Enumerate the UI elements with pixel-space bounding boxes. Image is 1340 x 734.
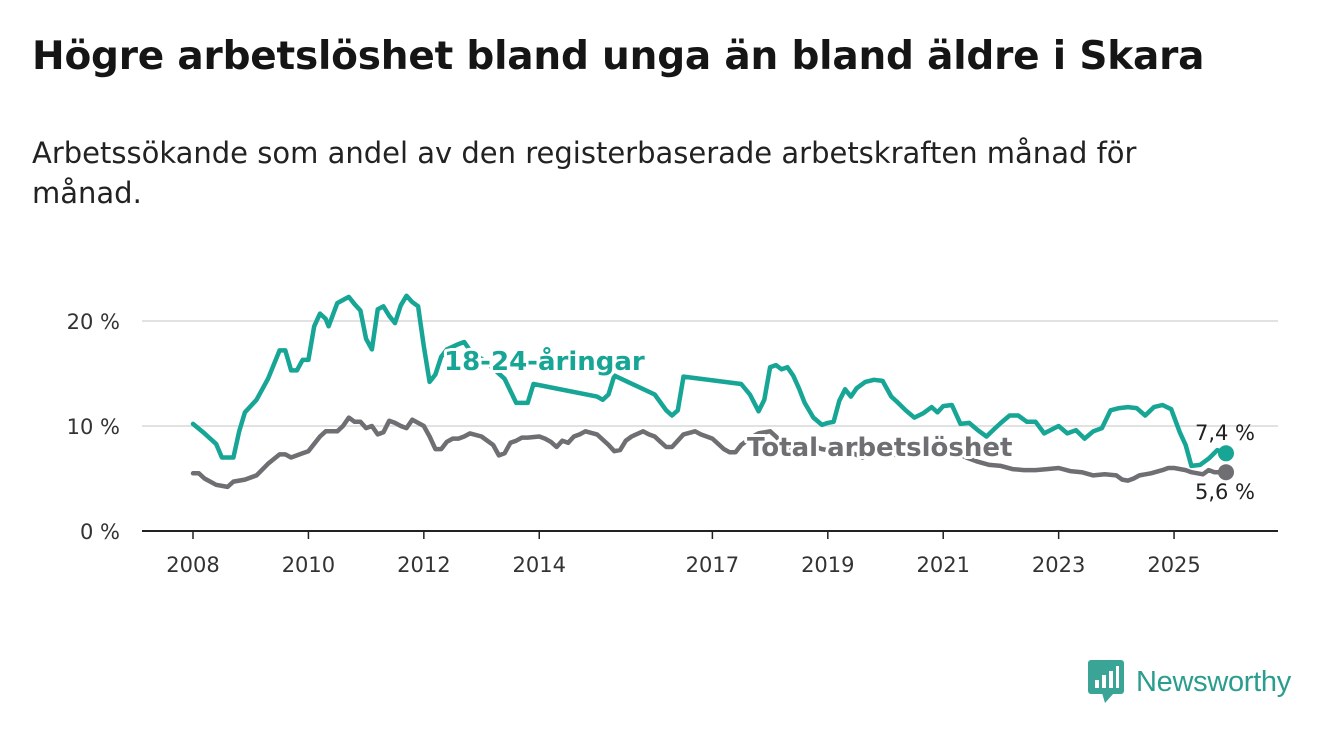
series-line-total — [190, 415, 1229, 490]
end-point-youth — [1218, 445, 1234, 462]
end-point-total — [1218, 464, 1234, 481]
brand-name: Newsworthy — [1136, 665, 1291, 698]
chart-subtitle: Arbetssökande som andel av den registerb… — [32, 136, 1137, 210]
x-tick-label: 2025 — [1147, 553, 1200, 577]
x-tick-label: 2017 — [686, 553, 739, 577]
x-tick-label: 2012 — [397, 553, 450, 577]
end-label-total: 5,6 % — [1195, 480, 1255, 504]
y-tick-label: 0 % — [80, 520, 120, 544]
x-tick-label: 2010 — [282, 553, 335, 577]
bar-chart-logo-icon — [1088, 660, 1124, 703]
y-tick-label: 20 % — [67, 310, 120, 334]
chart-title: Högre arbetslöshet bland unga än bland ä… — [32, 34, 1205, 79]
x-tick-label: 2021 — [916, 553, 969, 577]
x-tick-label: 2008 — [166, 553, 219, 577]
series-label-total: Total arbetslöshet — [747, 433, 1012, 463]
newsworthy-logo: Newsworthy — [1088, 660, 1291, 704]
end-label-youth: 7,4 % — [1195, 421, 1255, 445]
x-tick-label: 2023 — [1032, 553, 1085, 577]
x-tick-label: 2014 — [513, 553, 566, 577]
series-label-youth: 18-24-åringar — [444, 345, 645, 377]
y-tick-label: 10 % — [67, 415, 120, 439]
x-tick-label: 2019 — [801, 553, 854, 577]
series-line-youth — [190, 293, 1229, 469]
